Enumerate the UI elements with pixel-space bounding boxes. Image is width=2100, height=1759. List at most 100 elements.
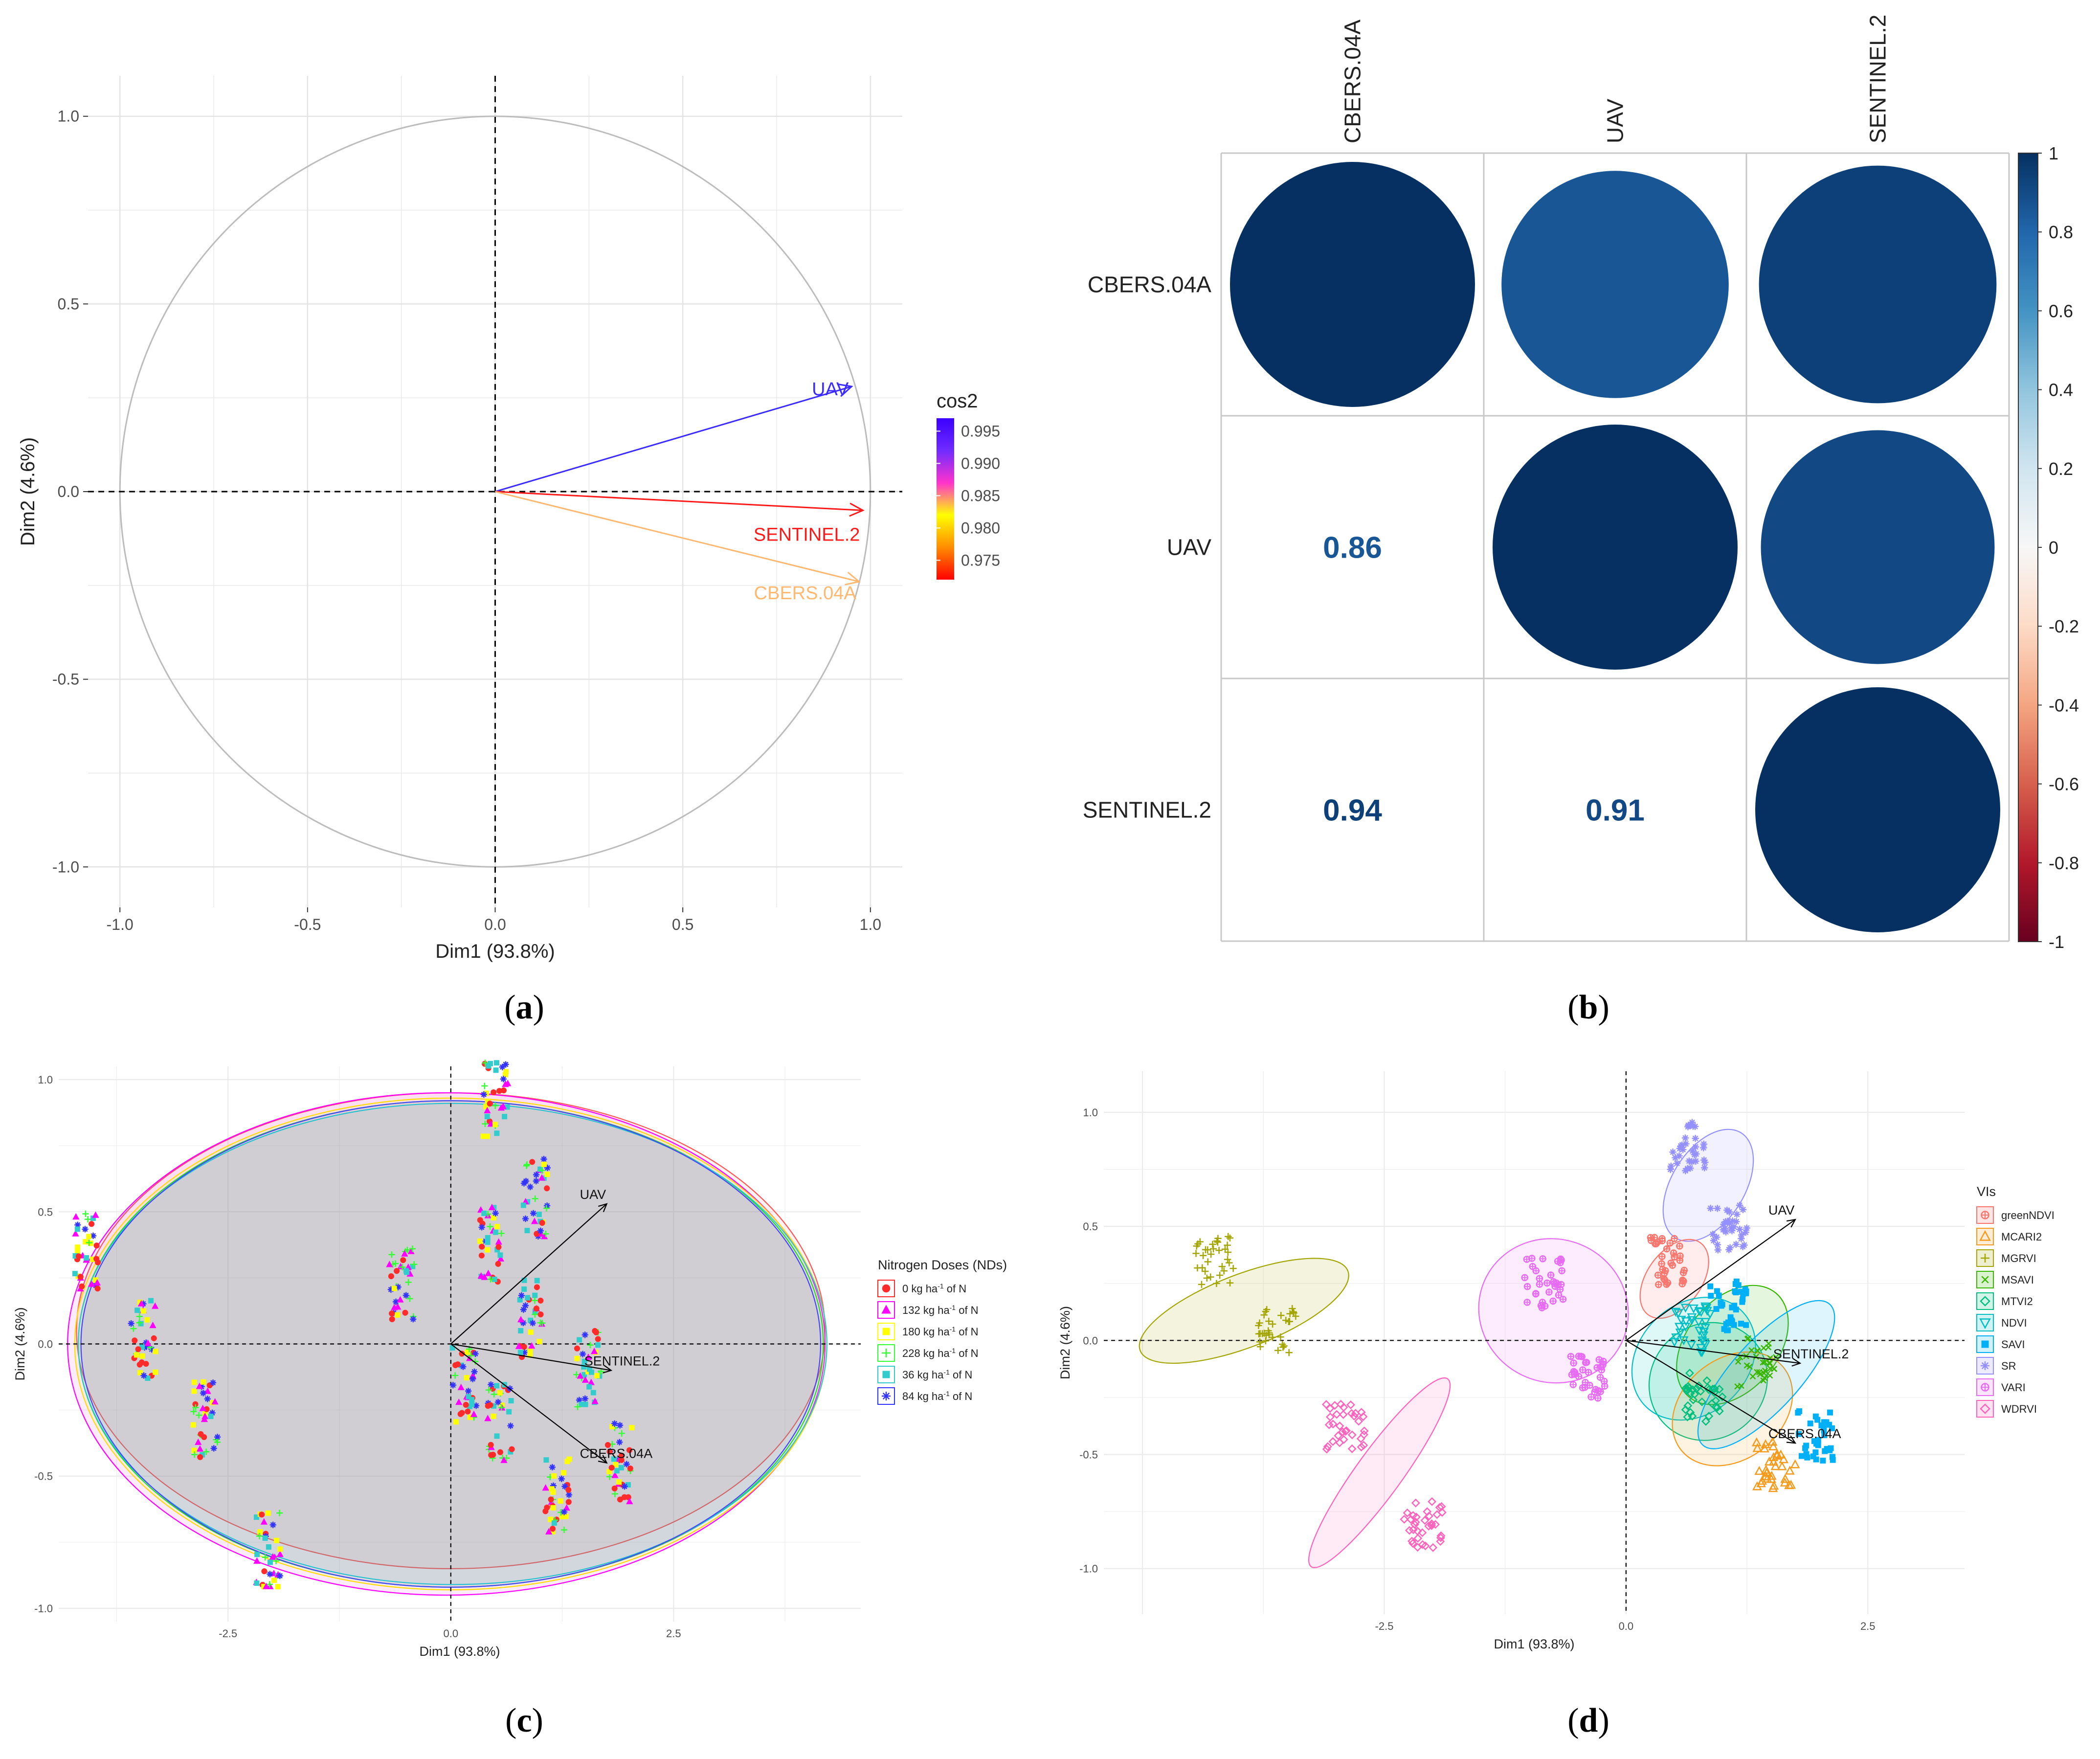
data-point-cross [1676,1243,1683,1249]
data-point-cross [1578,1353,1584,1359]
legend-key-cross-icon [1981,1276,1989,1284]
data-point [1290,1309,1297,1317]
data-point [564,1459,570,1465]
x-axis-label: Dim1 (93.8%) [1494,1637,1574,1651]
data-point [494,1433,500,1439]
data-point [532,1311,538,1318]
data-point [1729,1319,1735,1325]
data-point [201,1434,207,1440]
data-point [618,1430,625,1437]
legend-label: WDRVI [2001,1403,2037,1415]
data-point [1411,1517,1420,1527]
data-point [529,1159,536,1165]
legend-key-box [1976,1357,1994,1375]
correlation-value: 0.86 [1323,531,1382,565]
y-tick-label: -0.5 [1079,1449,1098,1461]
vector-arrow [450,1343,611,1371]
data-point [266,1544,271,1550]
data-point [1432,1510,1442,1519]
data-point [136,1313,143,1320]
data-point [153,1349,158,1354]
data-point [537,1319,544,1326]
data-point [459,1410,465,1416]
data-point-cross [1544,1280,1550,1286]
data-point [453,1419,459,1425]
data-point [565,1491,573,1498]
data-point [525,1295,531,1301]
data-point [487,1276,494,1283]
legend-label-main: 180 kg ha [902,1326,950,1338]
data-point [520,1319,527,1327]
data-point [540,1156,547,1163]
data-point [593,1329,600,1335]
data-point [389,1310,395,1317]
data-point [1696,1387,1705,1396]
data-point [1427,1521,1436,1530]
data-point [560,1509,568,1515]
data-point-cross [1659,1253,1665,1260]
data-point [192,1404,199,1411]
data-point [1427,1519,1436,1529]
data-point [406,1295,413,1302]
correlation-value: 0.94 [1323,794,1382,828]
correlation-circle [1493,425,1738,670]
legend-label-tail: of N [944,1283,966,1295]
data-point [581,1364,587,1370]
data-point [128,1320,134,1327]
data-point [1407,1536,1416,1546]
data-point-cross [1586,1369,1592,1376]
legend-label-sup: -1 [943,1390,950,1398]
data-point [527,1348,533,1353]
data-point [497,1252,503,1258]
colorbar-tick-label: -0.4 [2049,695,2079,715]
data-point-cross [1558,1257,1564,1263]
data-point [608,1465,615,1471]
data-point [1269,1320,1276,1328]
data-point [548,1516,554,1522]
data-point [472,1351,479,1357]
data-point [395,1312,401,1318]
data-point [532,1195,538,1202]
data-point [485,1239,491,1245]
legend-label-sup: -1 [943,1368,950,1376]
data-point-cross [1523,1256,1530,1263]
data-point [269,1521,276,1528]
data-point [493,1060,499,1066]
data-point [1224,1256,1231,1263]
data-point-cross [1556,1292,1562,1298]
data-point [537,1311,544,1318]
data-point [1696,1348,1706,1357]
data-point [508,1449,514,1455]
data-point [606,1448,613,1455]
data-point [1680,1304,1691,1313]
data-point [410,1316,417,1323]
legend-label-main: 228 kg ha [902,1347,950,1359]
data-point [1698,1331,1709,1341]
data-point [1827,1447,1833,1453]
correlation-value: 0.91 [1586,794,1645,828]
data-point [611,1456,617,1462]
data-point [574,1403,581,1410]
data-point [472,1402,480,1409]
data-point [550,1529,556,1535]
data-point [522,1215,529,1222]
data-point [1412,1512,1421,1522]
data-point [541,1233,548,1240]
data-point [618,1465,624,1471]
row-label: CBERS.04A [1088,272,1211,297]
data-point [520,1306,527,1313]
data-point [1765,1344,1772,1351]
data-point [574,1355,580,1361]
data-point-cross [1647,1235,1653,1241]
data-point [536,1338,542,1344]
x-tick-label: 0.0 [484,916,506,933]
data-point [1823,1419,1830,1425]
data-point [82,1210,89,1218]
data-point [481,1082,488,1089]
data-point [401,1250,408,1257]
data-point [1703,1383,1712,1392]
data-point [1689,1304,1698,1314]
data-point [551,1520,557,1526]
data-point-cross [1665,1280,1671,1286]
data-point [550,1482,557,1489]
